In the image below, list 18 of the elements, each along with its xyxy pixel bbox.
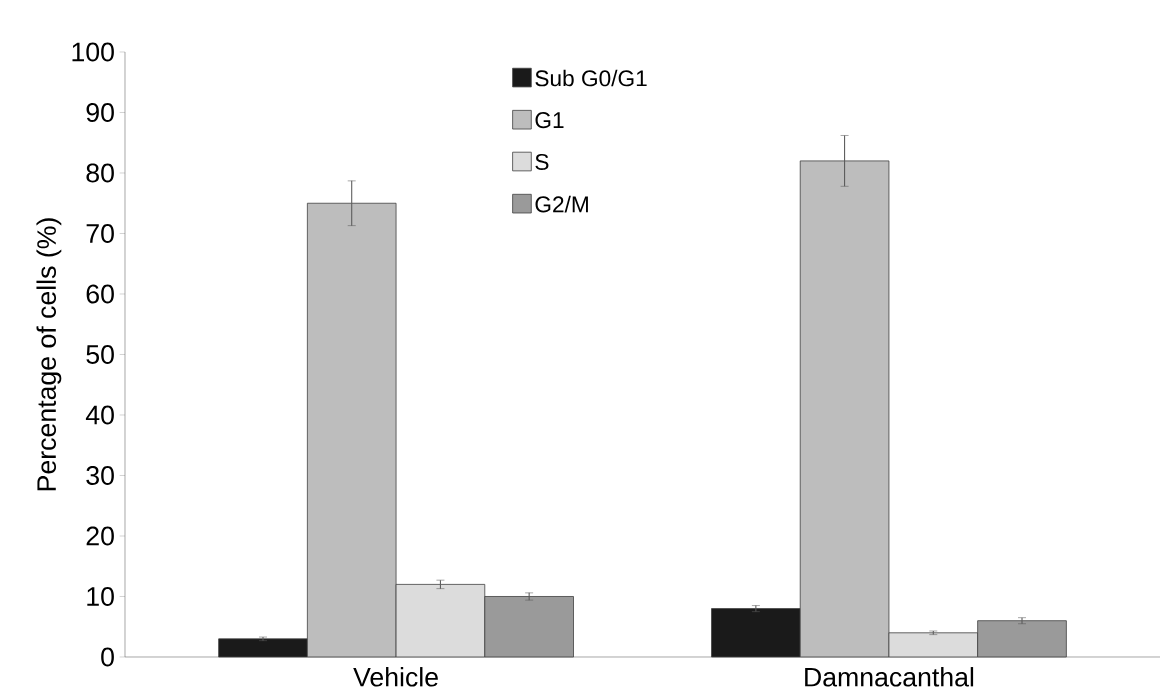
y-axis-title: Percentage of cells (%) <box>36 218 62 491</box>
legend-label: G2/M <box>535 195 588 213</box>
legend-label: S <box>535 153 549 171</box>
y-tick-label: 70 <box>86 224 114 243</box>
y-tick-label: 100 <box>72 42 114 62</box>
legend-label: Sub G0/G1 <box>535 69 647 87</box>
x-tick-label: Vehicle <box>353 667 438 687</box>
y-tick-label: 50 <box>86 345 114 364</box>
y-tick-label: 80 <box>86 163 114 183</box>
y-tick-label: 10 <box>87 587 114 606</box>
y-tick-label: 90 <box>86 103 114 122</box>
y-tick-label: 40 <box>85 405 114 425</box>
y-tick-label: 20 <box>86 526 114 546</box>
legend-label: G1 <box>535 112 564 129</box>
y-tick-label: 30 <box>86 466 114 485</box>
y-tick-label: 0 <box>101 647 114 667</box>
y-tick-label: 60 <box>86 284 114 304</box>
x-tick-label: Damnacanthal <box>805 667 974 687</box>
